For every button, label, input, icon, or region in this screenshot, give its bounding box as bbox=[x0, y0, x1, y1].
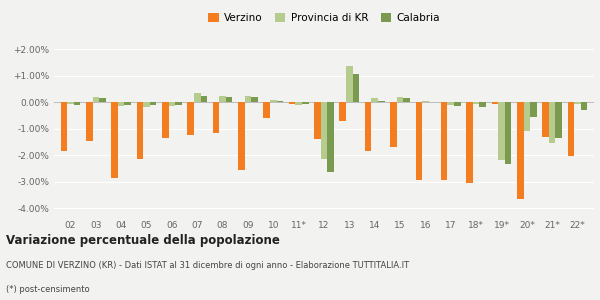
Text: (*) post-censimento: (*) post-censimento bbox=[6, 285, 89, 294]
Bar bbox=[365, 102, 371, 151]
Bar bbox=[187, 102, 194, 135]
Bar bbox=[568, 102, 574, 156]
Bar bbox=[448, 102, 454, 105]
Bar bbox=[530, 102, 537, 117]
Bar bbox=[327, 102, 334, 172]
Bar bbox=[378, 101, 385, 102]
Bar bbox=[86, 102, 92, 141]
Bar bbox=[143, 102, 150, 107]
Text: Variazione percentuale della popolazione: Variazione percentuale della popolazione bbox=[6, 234, 280, 247]
Bar bbox=[238, 102, 245, 170]
Bar bbox=[213, 102, 219, 133]
Bar bbox=[270, 100, 277, 102]
Bar bbox=[505, 102, 511, 164]
Bar bbox=[263, 102, 270, 118]
Bar bbox=[245, 96, 251, 102]
Bar bbox=[226, 97, 232, 102]
Bar bbox=[524, 102, 530, 131]
Bar bbox=[517, 102, 524, 199]
Bar bbox=[61, 102, 67, 151]
Bar bbox=[251, 97, 258, 102]
Bar bbox=[99, 98, 106, 102]
Bar bbox=[498, 102, 505, 160]
Bar bbox=[302, 102, 308, 104]
Bar bbox=[574, 102, 581, 104]
Bar bbox=[340, 102, 346, 121]
Bar bbox=[479, 102, 486, 107]
Bar bbox=[321, 102, 327, 159]
Bar bbox=[390, 102, 397, 147]
Bar bbox=[67, 102, 74, 104]
Bar bbox=[491, 102, 498, 104]
Bar bbox=[111, 102, 118, 178]
Legend: Verzino, Provincia di KR, Calabria: Verzino, Provincia di KR, Calabria bbox=[204, 9, 444, 27]
Bar bbox=[403, 98, 410, 102]
Bar bbox=[353, 74, 359, 102]
Bar bbox=[441, 102, 448, 180]
Bar bbox=[581, 102, 587, 110]
Bar bbox=[371, 98, 378, 102]
Bar bbox=[150, 102, 157, 105]
Bar bbox=[277, 101, 283, 102]
Bar bbox=[549, 102, 556, 143]
Bar bbox=[219, 96, 226, 102]
Bar bbox=[194, 93, 200, 102]
Bar bbox=[422, 101, 429, 102]
Bar bbox=[314, 102, 321, 139]
Bar bbox=[295, 102, 302, 105]
Bar bbox=[137, 102, 143, 159]
Bar bbox=[162, 102, 169, 138]
Bar bbox=[542, 102, 549, 136]
Bar bbox=[556, 102, 562, 138]
Bar bbox=[175, 102, 182, 105]
Bar bbox=[473, 102, 479, 104]
Bar bbox=[169, 102, 175, 106]
Bar bbox=[289, 102, 295, 104]
Bar bbox=[200, 96, 207, 102]
Bar bbox=[397, 97, 403, 102]
Bar bbox=[92, 97, 99, 102]
Bar bbox=[124, 102, 131, 105]
Bar bbox=[454, 102, 461, 106]
Bar bbox=[74, 102, 80, 105]
Bar bbox=[118, 102, 124, 106]
Text: COMUNE DI VERZINO (KR) - Dati ISTAT al 31 dicembre di ogni anno - Elaborazione T: COMUNE DI VERZINO (KR) - Dati ISTAT al 3… bbox=[6, 261, 409, 270]
Bar bbox=[416, 102, 422, 180]
Bar bbox=[346, 66, 353, 102]
Bar bbox=[466, 102, 473, 183]
